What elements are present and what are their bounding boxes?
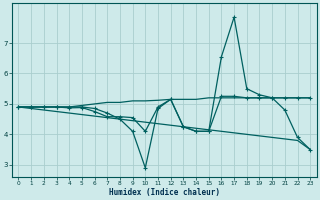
- X-axis label: Humidex (Indice chaleur): Humidex (Indice chaleur): [109, 188, 220, 197]
